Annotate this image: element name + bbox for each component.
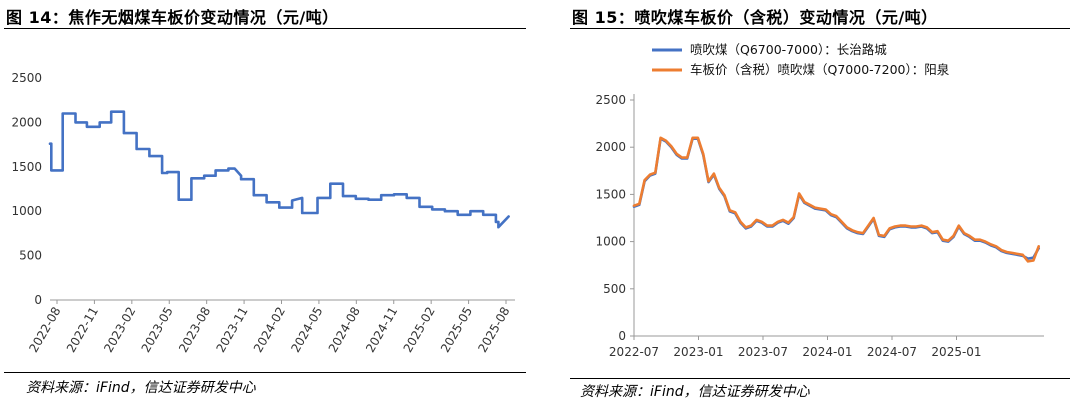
x-tick-label: 2024-02 (251, 305, 288, 355)
x-tick-label: 2025-05 (438, 305, 475, 355)
y-tick-label: 1000 (595, 235, 626, 249)
source-note: 资料来源：iFind，信达证券研发中心 (26, 380, 256, 396)
y-tick-label: 2500 (595, 93, 626, 107)
x-tick-label: 2024-07 (867, 345, 917, 359)
figure-title: 图 14：焦作无烟煤车板价变动情况（元/吨） (6, 8, 339, 27)
y-tick-label: 500 (603, 282, 626, 296)
source-rule (570, 378, 1070, 379)
y-tick-label: 2000 (595, 140, 626, 154)
x-tick-label: 2024-08 (326, 305, 363, 355)
chart-panel-15: 图 15：喷吹煤车板价（含税）变动情况（元/吨） 0 500 1000 1500 200… (566, 0, 1076, 409)
y-tick-label: 2000 (11, 115, 42, 129)
x-tick-label: 2023-05 (139, 305, 176, 355)
x-tick-label: 2022-11 (64, 305, 101, 355)
x-tick-label: 2023-08 (176, 305, 213, 355)
y-tick-label: 1500 (11, 160, 42, 174)
x-tick-label: 2023-02 (101, 305, 138, 355)
x-tick-label: 2025-08 (475, 305, 512, 355)
title-rule (4, 28, 526, 29)
x-tick-label: 2023-07 (738, 345, 788, 359)
coal-price-chart-15: 0 500 1000 1500 2000 2500 2022-07 2023-01 2023-0… (595, 42, 1044, 359)
legend-entry: 车板价（含税）喷吹煤（Q7000-7200）：阳泉 (690, 62, 950, 77)
y-tick-label: 1000 (11, 204, 42, 218)
x-tick-label: 2023-01 (673, 345, 723, 359)
x-tick-label: 2024-01 (802, 345, 852, 359)
source-note: 资料来源：iFind，信达证券研发中心 (580, 384, 810, 400)
chart-panel-14: 图 14：焦作无烟煤车板价变动情况（元/吨） 0 500 1000 1500 2000 2… (0, 0, 530, 409)
x-tick-label: 2022-07 (609, 345, 659, 359)
x-tick-label: 2024-11 (363, 305, 400, 355)
figure-title: 图 15：喷吹煤车板价（含税）变动情况（元/吨） (572, 8, 938, 27)
y-tick-label: 0 (618, 329, 626, 343)
title-rule (570, 28, 1070, 29)
series-line-2 (632, 136, 1041, 263)
y-tick-label: 0 (34, 293, 42, 307)
x-tick-label: 2025-02 (401, 305, 438, 355)
x-tick-label: 2024-05 (288, 305, 325, 355)
y-tick-label: 500 (19, 249, 42, 263)
x-tick-label: 2023-11 (213, 305, 250, 355)
source-rule (4, 372, 526, 373)
y-tick-label: 2500 (11, 71, 42, 85)
x-tick-label: 2022-08 (26, 305, 63, 355)
x-tick-label: 2025-01 (931, 345, 981, 359)
y-tick-label: 1500 (595, 187, 626, 201)
series-line-1 (48, 110, 510, 229)
legend-entry: 喷吹煤（Q6700-7000）：长治路城 (690, 42, 887, 57)
